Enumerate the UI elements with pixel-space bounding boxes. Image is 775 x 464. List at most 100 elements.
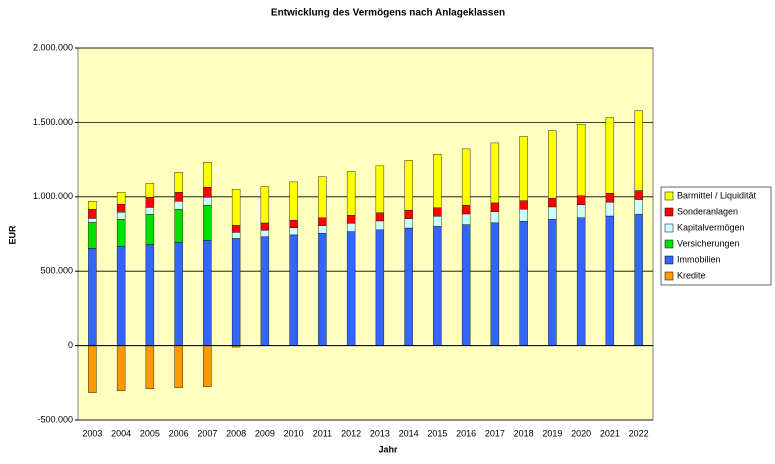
bar-segment: [174, 172, 183, 193]
bar-segment: [318, 217, 327, 226]
y-tick-label: 1.000.000: [33, 191, 73, 201]
bar-segment: [490, 142, 500, 204]
bar-segment: [231, 189, 241, 226]
legend-swatch: [664, 207, 674, 217]
bar-segment: [88, 345, 97, 393]
bar-segment: [260, 236, 270, 346]
bar-segment: [145, 214, 155, 245]
legend-swatch: [664, 191, 674, 201]
bar-segment: [289, 234, 298, 346]
bar-segment: [318, 176, 327, 218]
bar-segment: [404, 227, 413, 346]
bar-segment: [203, 187, 212, 198]
y-tick-label: 0: [68, 340, 73, 350]
bar-segment: [404, 160, 413, 211]
plot-area: [77, 47, 654, 421]
x-tick-label: 2004: [111, 428, 131, 438]
bar-segment: [461, 148, 471, 206]
bar-segment: [634, 110, 643, 191]
bar-segment: [203, 240, 212, 346]
x-tick-label: 2010: [284, 428, 304, 438]
bar-segment: [231, 232, 241, 239]
bar-segment: [174, 192, 183, 202]
bar-segment: [88, 218, 97, 223]
bar-segment: [88, 201, 97, 210]
y-tick-label: 2.000.000: [33, 42, 73, 52]
bar-segment: [231, 225, 241, 233]
y-axis-label: EUR: [7, 225, 17, 245]
bar-segment: [116, 192, 126, 205]
bar-segment: [260, 229, 270, 237]
bar-segment: [145, 197, 155, 208]
bar-segment: [203, 197, 212, 206]
bar-segment: [519, 136, 528, 201]
bar-segment: [548, 219, 557, 346]
bar-segment: [605, 215, 615, 346]
bar-segment: [203, 345, 212, 387]
bar-segment: [116, 219, 126, 247]
bar-segment: [461, 205, 471, 215]
bar-segment: [404, 218, 413, 229]
legend-box: [660, 186, 772, 286]
bar-segment: [605, 193, 615, 203]
bar-segment: [433, 154, 442, 209]
bar-segment: [576, 204, 586, 218]
bar-segment: [88, 248, 97, 346]
legend-swatch: [664, 255, 674, 265]
bar-segment: [634, 199, 643, 215]
x-tick-label: 2022: [629, 428, 649, 438]
x-tick-label: 2011: [313, 428, 332, 438]
bar-segment: [116, 204, 126, 213]
x-tick-label: 2016: [456, 428, 476, 438]
bar-segment: [375, 229, 385, 346]
bar-segment: [490, 222, 500, 346]
bar-segment: [519, 200, 528, 210]
bar-segment: [174, 242, 183, 346]
bar-segment: [88, 222, 97, 249]
y-tick-label: 500.000: [40, 266, 73, 276]
legend-label: Kapitalvermögen: [677, 222, 745, 232]
legend-swatch: [664, 271, 674, 281]
bar-segment: [433, 226, 442, 346]
x-axis-label: Jahr: [378, 444, 398, 454]
bar-segment: [519, 221, 528, 346]
bar-segment: [519, 209, 528, 222]
bar-segment: [289, 181, 298, 221]
bar-segment: [634, 190, 643, 200]
bar-segment: [116, 246, 126, 346]
bar-segment: [433, 207, 442, 217]
bar-segment: [318, 225, 327, 234]
x-tick-label: 2017: [485, 428, 505, 438]
x-tick-label: 2006: [169, 428, 189, 438]
bar-segment: [145, 345, 155, 389]
x-tick-label: 2009: [255, 428, 275, 438]
bar-segment: [346, 231, 356, 346]
bar-segment: [634, 214, 643, 346]
x-tick-label: 2005: [140, 428, 160, 438]
bar-segment: [576, 195, 586, 205]
bar-segment: [461, 213, 471, 225]
bar-segment: [174, 209, 183, 243]
legend-label: Barmittel / Liquidität: [677, 190, 757, 200]
legend-label: Immobilien: [677, 254, 721, 264]
bar-segment: [346, 171, 356, 216]
bar-segment: [375, 165, 385, 213]
bar-segment: [174, 345, 183, 388]
bar-segment: [116, 212, 126, 220]
bar-segment: [289, 220, 298, 228]
bar-segment: [433, 216, 442, 227]
bar-segment: [548, 130, 557, 199]
bar-segment: [260, 222, 270, 231]
bar-segment: [289, 227, 298, 236]
bar-segment: [605, 201, 615, 217]
bar-segment: [375, 220, 385, 231]
x-tick-label: 2008: [226, 428, 246, 438]
bar-segment: [203, 162, 212, 188]
y-tick-label: 1.500.000: [33, 117, 73, 127]
bar-segment: [605, 117, 615, 194]
x-tick-label: 2015: [427, 428, 447, 438]
bar-segment: [490, 211, 500, 224]
bar-segment: [116, 345, 126, 391]
bar-segment: [346, 223, 356, 232]
